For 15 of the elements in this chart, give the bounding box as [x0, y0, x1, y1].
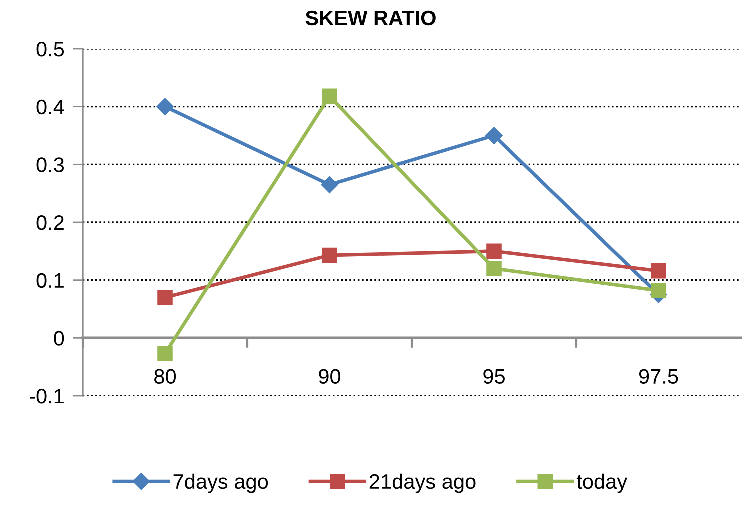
y-tick-label: -0.1: [30, 389, 64, 404]
x-tick-label: 95: [484, 369, 505, 384]
x-tick-label: 90: [319, 369, 341, 384]
y-tick-label: 0: [54, 331, 64, 346]
y-tick-label: 0.5: [36, 42, 64, 57]
y-tick-label: 0.1: [36, 273, 64, 288]
chart-title: SKEW RATIO: [306, 10, 436, 26]
legend-label: 21days ago: [370, 474, 476, 494]
legend-label: 7days ago: [174, 474, 268, 494]
y-tick-label: 0.4: [36, 100, 64, 115]
legend-label: today: [576, 474, 628, 494]
x-tick-label: 97.5: [639, 369, 678, 384]
x-tick-label: 80: [154, 369, 176, 384]
y-tick-label: 0.3: [36, 158, 64, 172]
y-tick-label: 0.2: [36, 216, 64, 230]
